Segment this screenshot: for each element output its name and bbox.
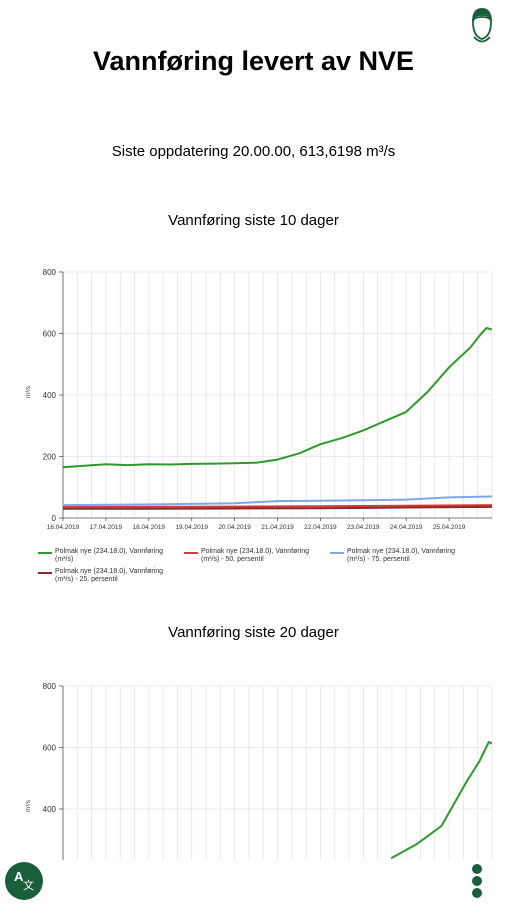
x-tick-label: 16.04.2019 (47, 524, 80, 531)
legend-item-flow[interactable]: Polmak nye (234.18.0), Vannføring (m³/s) (38, 548, 173, 564)
x-tick-label: 19.04.2019 (175, 524, 208, 531)
legend-swatch (38, 572, 52, 574)
legend-label: Polmak nye (234.18.0), Vannføring (m³/s)… (55, 568, 164, 583)
series-line (63, 504, 492, 508)
y-tick-label: 800 (43, 682, 57, 691)
series-line (63, 505, 492, 510)
x-tick-label: 20.04.2019 (218, 524, 251, 531)
legend-swatch (184, 552, 198, 554)
legend-item-p25[interactable]: Polmak nye (234.18.0), Vannføring (m³/s)… (38, 568, 173, 584)
legend-item-p50[interactable]: Polmak nye (234.18.0), Vannføring (m³/s)… (184, 548, 319, 564)
legend-label: Polmak nye (234.18.0), Vannføring (m³/s)… (201, 548, 310, 563)
y-tick-label: 200 (43, 453, 57, 462)
user-avatar-icon[interactable] (465, 6, 499, 44)
more-options-button[interactable] (472, 864, 484, 900)
chart-20-days-title: Vannføring siste 20 dager (168, 624, 339, 641)
chart-10-days: 0 200 400 600 800 m³/s 16.04.2019 17.04.2019 18.… (26, 268, 493, 531)
menu-dot (472, 888, 482, 898)
menu-dot (472, 876, 482, 886)
x-tick-label: 24.04.2019 (390, 524, 423, 531)
chart-20-days: 400 600 800 m³/s (26, 682, 493, 860)
x-tick-label: 25.04.2019 (433, 524, 466, 531)
legend-label: Polmak nye (234.18.0), Vannføring (m³/s) (55, 548, 164, 563)
translate-icon: A 文 (14, 869, 34, 892)
x-tick-label: 18.04.2019 (133, 524, 166, 531)
x-tick-label: 22.04.2019 (304, 524, 337, 531)
x-tick-label: 21.04.2019 (261, 524, 294, 531)
series-line (390, 741, 492, 860)
chart-legend: Polmak nye (234.18.0), Vannføring (m³/s)… (32, 548, 502, 588)
page-title: Vannføring levert av NVE (92, 46, 415, 76)
y-axis-label: m³/s (26, 800, 32, 812)
more-vertical-icon (472, 864, 482, 874)
series-line (63, 495, 492, 507)
last-update-text: Siste oppdatering 20.00.00, 613,6198 m³/… (111, 143, 396, 160)
svg-text:A: A (14, 869, 24, 884)
legend-label: Polmak nye (234.18.0), Vannføring (m³/s)… (347, 548, 456, 563)
x-tick-label: 23.04.2019 (347, 524, 380, 531)
x-tick-label: 17.04.2019 (90, 524, 123, 531)
y-tick-label: 0 (52, 514, 57, 523)
y-tick-label: 600 (43, 330, 57, 339)
series-line (63, 327, 492, 469)
y-axis-label: m³/s (26, 386, 32, 398)
y-tick-label: 400 (43, 391, 57, 400)
legend-item-p75[interactable]: Polmak nye (234.18.0), Vannføring (m³/s)… (330, 548, 465, 564)
legend-swatch (330, 552, 344, 554)
chart-10-days-title: Vannføring siste 10 dager (168, 212, 339, 229)
svg-text:文: 文 (23, 878, 34, 892)
y-tick-label: 600 (43, 744, 57, 753)
legend-swatch (38, 552, 52, 554)
translate-button[interactable]: A 文 (5, 862, 43, 900)
y-tick-label: 800 (43, 268, 57, 277)
y-tick-label: 400 (43, 805, 57, 814)
